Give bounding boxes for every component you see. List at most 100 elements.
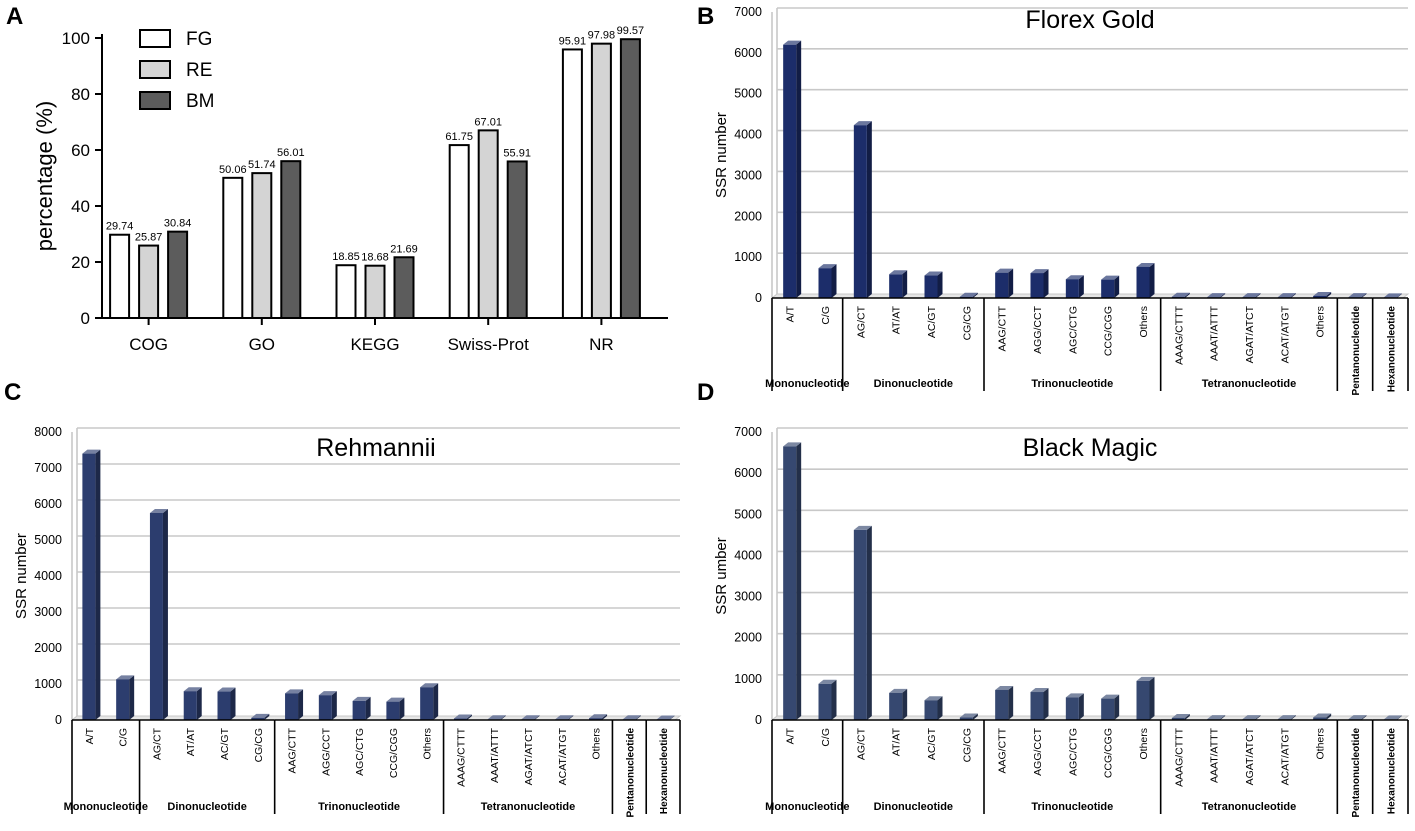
- y-tick-label: 80: [71, 85, 90, 104]
- bar-top: [251, 713, 270, 718]
- bar-side: [1290, 715, 1296, 720]
- bar-top: [183, 687, 202, 692]
- x-tick-label: GO: [249, 335, 275, 354]
- x-tick-label: CG/CG: [961, 728, 973, 762]
- y-tick-label: 100: [62, 29, 90, 48]
- y-tick-label: 2000: [734, 631, 762, 645]
- bar-top: [318, 691, 337, 696]
- y-tick-label: 40: [71, 197, 90, 216]
- x-tick-label: Others: [1138, 728, 1150, 760]
- legend-label: BM: [186, 91, 215, 112]
- bar: [889, 274, 903, 298]
- x-tick-label: AAG/CTT: [997, 305, 1009, 351]
- panel-letter-c: C: [4, 379, 21, 406]
- bar-side: [1255, 293, 1261, 298]
- x-tick-label: Swiss-Prot: [448, 335, 530, 354]
- bar-re: [251, 172, 273, 319]
- bar: [420, 687, 434, 720]
- group-label: Mononucleotide: [765, 378, 849, 390]
- x-tick-label: CCG/CGG: [1103, 728, 1115, 778]
- x-tick-label: NR: [589, 335, 614, 354]
- bar-side: [902, 688, 908, 720]
- x-tick-label: AAAG/CTTT: [1173, 727, 1185, 787]
- bar: [589, 718, 603, 720]
- bar-top: [555, 715, 574, 720]
- bar: [818, 268, 832, 298]
- y-tick-label: 7000: [734, 5, 762, 19]
- x-tick-label: A/T: [84, 727, 96, 744]
- bar: [352, 700, 366, 720]
- bar-side: [1396, 715, 1402, 720]
- x-tick-label: AG/CT: [855, 727, 867, 760]
- bar-top: [818, 679, 837, 684]
- y-tick-label: 4000: [734, 548, 762, 562]
- bar-top: [352, 696, 371, 701]
- x-tick-label: C/G: [820, 306, 832, 325]
- y-tick-label: 5000: [34, 533, 62, 547]
- bar-side: [500, 715, 506, 720]
- bar-side: [196, 687, 202, 720]
- bar-top: [1207, 293, 1226, 298]
- panel-letter-b: B: [697, 3, 714, 30]
- x-tick-label: AGG/CCT: [1032, 727, 1044, 775]
- bar-fg: [109, 233, 131, 319]
- group-label-vertical: Hexanonucleotide: [659, 728, 670, 815]
- bar-top: [1313, 291, 1332, 296]
- bar-re: [364, 264, 386, 320]
- x-tick-label: AGC/CTG: [354, 728, 366, 776]
- chart-panel-a: 0 20 40 60 80 100 percentage (%) COG 29.7425.873…: [32, 25, 668, 354]
- bar-top: [995, 268, 1014, 273]
- y-tick-label: 20: [71, 253, 90, 272]
- bar-top: [783, 442, 802, 447]
- bar-top: [656, 715, 675, 720]
- bar: [853, 529, 867, 720]
- data-label: 50.06: [219, 164, 247, 176]
- bar-bm: [167, 230, 189, 319]
- group-label: Tetranonucleotide: [1202, 801, 1297, 813]
- bar: [318, 695, 332, 720]
- bar-side: [937, 696, 943, 720]
- bar-side: [1326, 713, 1332, 720]
- group-label-vertical: Pentanonucleotide: [1351, 728, 1362, 818]
- bar-side: [365, 696, 371, 720]
- y-tick-label: 0: [81, 309, 90, 328]
- x-tick-label: Others: [591, 728, 603, 760]
- bar-top: [818, 264, 837, 269]
- bar-top: [783, 40, 802, 45]
- data-label: 29.74: [106, 221, 134, 233]
- bar-top: [1277, 715, 1296, 720]
- bar: [285, 693, 299, 720]
- x-tick-label: AAAT/ATTT: [489, 727, 501, 783]
- chart-title: Black Magic: [1023, 434, 1158, 462]
- bar-top: [959, 713, 978, 718]
- data-label: 67.01: [474, 116, 502, 128]
- bar-fg: [561, 48, 583, 320]
- data-label: 25.87: [135, 232, 163, 244]
- bar-side: [129, 675, 135, 720]
- group-label: Trinonucleotide: [318, 801, 400, 813]
- x-tick-label: CG/CG: [961, 306, 973, 340]
- bar-re: [477, 129, 499, 319]
- x-tick-label: AGG/CCT: [1032, 305, 1044, 353]
- bar: [783, 446, 797, 720]
- bar: [783, 44, 797, 298]
- bar-top: [453, 714, 472, 719]
- bar-side: [1361, 293, 1367, 298]
- data-label: 95.91: [559, 35, 587, 47]
- bar-side: [1361, 715, 1367, 720]
- y-tick-label: 0: [755, 713, 762, 727]
- legend-swatch: [139, 91, 171, 110]
- bar-top: [1348, 715, 1367, 720]
- bar-top: [1171, 292, 1190, 297]
- bar-side: [972, 292, 978, 298]
- bar: [116, 679, 130, 720]
- bar-side: [1290, 293, 1296, 298]
- bar-side: [162, 509, 168, 720]
- chart-title: Florex Gold: [1025, 6, 1154, 34]
- y-axis-label: SSR umber: [713, 537, 730, 615]
- bar-side: [1078, 693, 1084, 720]
- bar-top: [1065, 693, 1084, 698]
- group-label: Trinonucleotide: [1031, 378, 1113, 390]
- bar-side: [298, 689, 304, 720]
